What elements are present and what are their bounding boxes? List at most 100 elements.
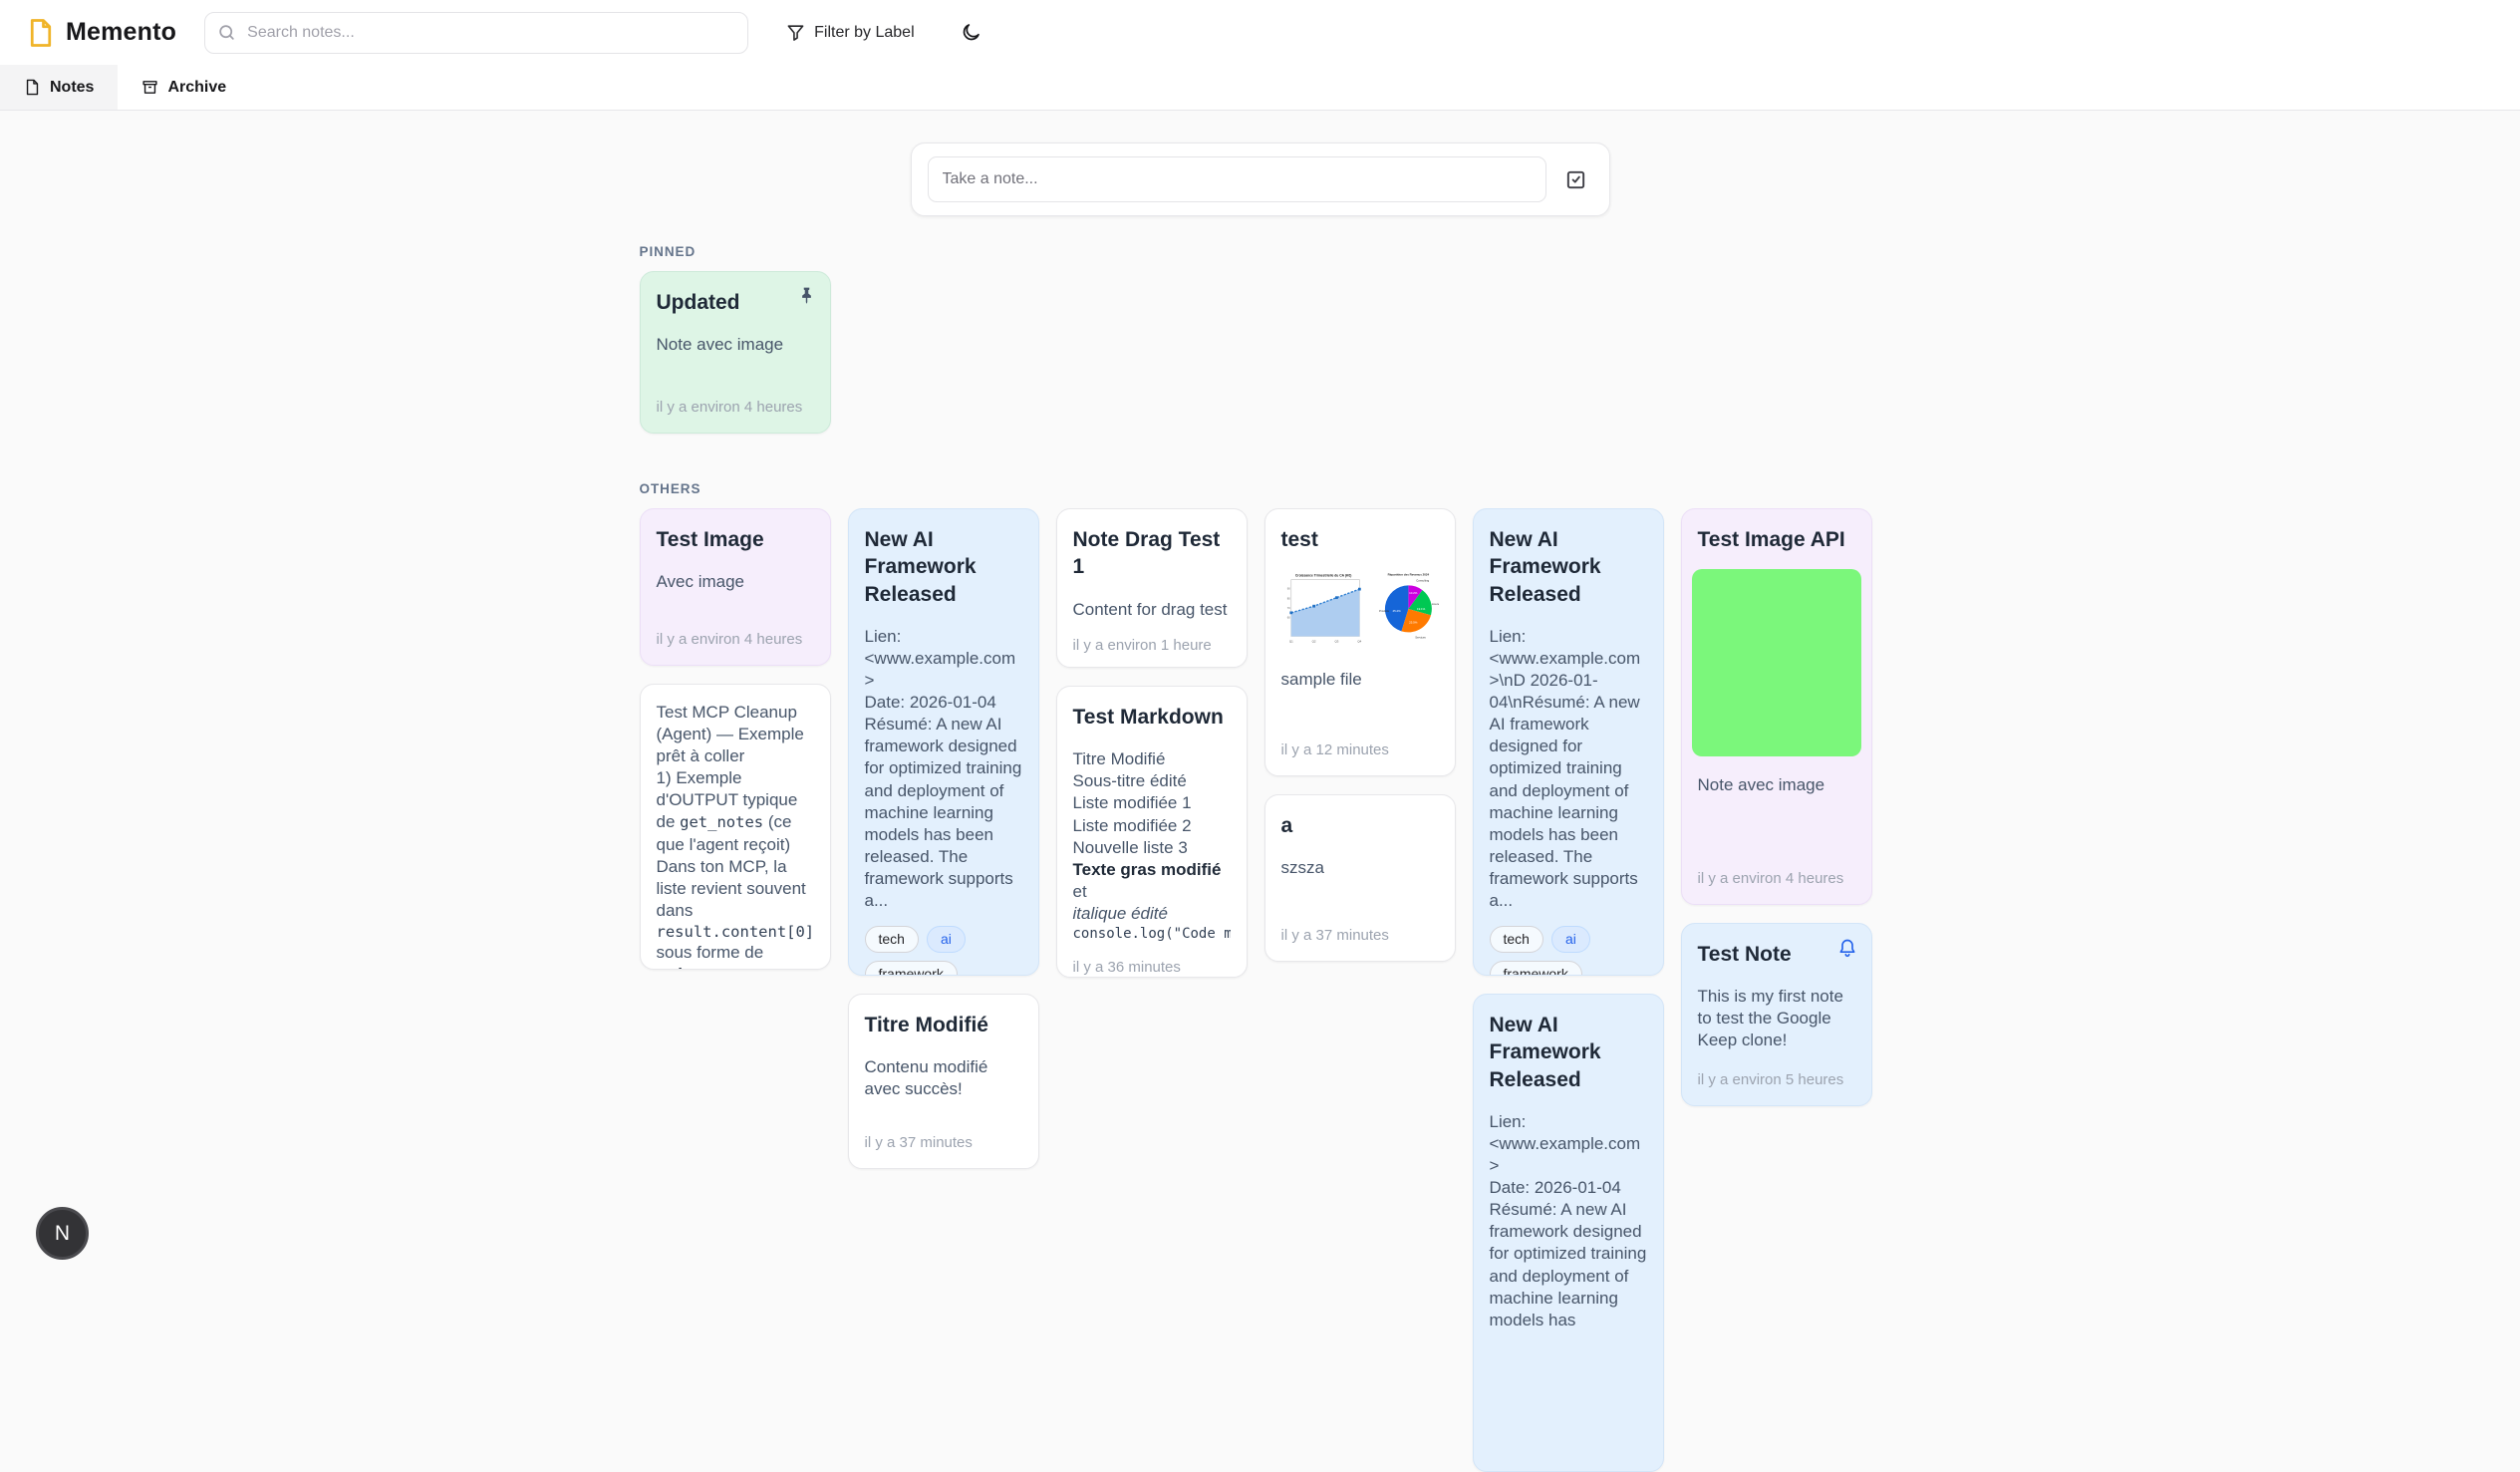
reminder-button[interactable] xyxy=(1835,936,1859,960)
note-title: New AI Framework Released xyxy=(865,526,1022,608)
pinned-grid: Updated Note avec image il y a environ 4… xyxy=(640,271,1881,434)
svg-text:45.2%: 45.2% xyxy=(1392,609,1401,613)
note-card-a[interactable]: a szsza il y a 37 minutes xyxy=(1264,794,1456,962)
note-title: Updated xyxy=(657,289,814,316)
note-body: sample file xyxy=(1281,669,1439,691)
tag-ai[interactable]: ai xyxy=(927,926,966,953)
checkbox-icon xyxy=(1564,168,1587,191)
note-card-test-image[interactable]: Test Image Avec image il y a environ 4 h… xyxy=(640,508,831,666)
take-a-note-input[interactable] xyxy=(928,156,1546,202)
svg-text:80: 80 xyxy=(1286,597,1290,601)
others-grid: Test Image Avec image il y a environ 4 h… xyxy=(640,508,1881,1472)
svg-text:Q3: Q3 xyxy=(1334,640,1338,644)
note-card-test-image-api[interactable]: Test Image API Note avec image il y a en… xyxy=(1681,508,1872,905)
tag-tech[interactable]: tech xyxy=(865,926,919,953)
inline-code: console.log("Code mod xyxy=(1073,925,1231,943)
note-timestamp: il y a environ 4 heures xyxy=(1698,854,1855,887)
note-title: test xyxy=(1281,526,1439,553)
note-timestamp: il y a environ 5 heures xyxy=(1698,1055,1855,1088)
tag-list: tech ai framework mlops gpu xyxy=(1490,926,1647,976)
inline-code: get_notes xyxy=(680,813,763,831)
svg-text:Répartition des Revenus 2024: Répartition des Revenus 2024 xyxy=(1387,573,1429,577)
svg-text:90: 90 xyxy=(1286,587,1290,591)
note-card-ai-framework-1[interactable]: New AI Framework Released Lien: <www.exa… xyxy=(848,508,1039,976)
tag-list: tech ai framework mlops gpu xyxy=(865,926,1022,976)
tab-notes[interactable]: Notes xyxy=(0,65,118,110)
note-title: New AI Framework Released xyxy=(1490,526,1647,608)
note-body: Avec image xyxy=(657,571,814,593)
grid-column-2: New AI Framework Released Lien: <www.exa… xyxy=(848,508,1039,1169)
svg-text:70: 70 xyxy=(1286,606,1290,610)
svg-text:Q1: Q1 xyxy=(1288,640,1292,644)
notes-file-icon xyxy=(24,79,41,96)
svg-text:25.5%: 25.5% xyxy=(1409,621,1418,625)
filter-by-label-text: Filter by Label xyxy=(814,24,915,42)
note-body: Note avec image xyxy=(657,334,814,356)
note-body: Lien: <www.example.com> Date: 2026-01-04… xyxy=(865,626,1022,912)
note-card-mcp-cleanup[interactable]: Test MCP Cleanup (Agent) — Exemple prêt … xyxy=(640,684,831,970)
avatar-initial: N xyxy=(55,1222,70,1246)
dark-mode-toggle[interactable] xyxy=(953,14,989,51)
note-card-drag-test[interactable]: Note Drag Test 1 Content for drag test i… xyxy=(1056,508,1248,668)
tab-archive[interactable]: Archive xyxy=(118,65,250,110)
others-section-label: OTHERS xyxy=(640,481,1881,496)
search-input[interactable] xyxy=(245,23,735,43)
tab-archive-label: Archive xyxy=(167,79,226,97)
note-timestamp: il y a 36 minutes xyxy=(1073,943,1231,976)
tag-framework[interactable]: framework xyxy=(865,961,958,976)
search-icon xyxy=(217,23,236,42)
inline-code: result.content[0].tex xyxy=(657,922,814,942)
grid-column-5: New AI Framework Released Lien: <www.exa… xyxy=(1473,508,1664,1472)
tag-tech[interactable]: tech xyxy=(1490,926,1543,953)
note-card-ai-framework-2[interactable]: New AI Framework Released Lien: <www.exa… xyxy=(1473,508,1664,976)
user-avatar[interactable]: N xyxy=(36,1207,89,1260)
svg-text:Produits: Produits xyxy=(1379,609,1390,613)
tab-notes-label: Notes xyxy=(50,79,94,97)
pushpin-icon xyxy=(797,286,816,305)
note-card-updated[interactable]: Updated Note avec image il y a environ 4… xyxy=(640,271,831,434)
note-timestamp: il y a 37 minutes xyxy=(865,1118,1022,1151)
app-logo: Memento xyxy=(26,18,176,48)
note-body: Note avec image xyxy=(1698,774,1855,796)
pie-chart-thumbnail: Répartition des Revenus 2024 10.2% 19.1% 2… xyxy=(1378,569,1439,644)
filter-funnel-icon xyxy=(786,23,805,42)
grid-column-6: Test Image API Note avec image il y a en… xyxy=(1681,508,1872,1106)
note-title: Test Image xyxy=(657,526,814,553)
note-body: Lien: <www.example.com> Date: 2026-01-04… xyxy=(1490,1111,1647,1331)
unpin-button[interactable] xyxy=(795,284,818,307)
note-body: Test MCP Cleanup (Agent) — Exemple prêt … xyxy=(657,702,814,970)
note-title: Titre Modifié xyxy=(865,1012,1022,1038)
search-box[interactable] xyxy=(204,12,748,54)
svg-text:60: 60 xyxy=(1286,616,1290,620)
archive-box-icon xyxy=(141,79,158,96)
note-timestamp: il y a environ 1 heure xyxy=(1073,621,1231,654)
note-card-test-markdown[interactable]: Test Markdown Titre Modifié Sous-titre é… xyxy=(1056,686,1248,978)
note-card-test-charts[interactable]: test Croissance Trimestrielle du CA (K€) xyxy=(1264,508,1456,776)
tag-ai[interactable]: ai xyxy=(1551,926,1590,953)
app-title: Memento xyxy=(66,18,176,47)
new-checklist-button[interactable] xyxy=(1558,162,1593,197)
grid-column-3: Note Drag Test 1 Content for drag test i… xyxy=(1056,508,1248,978)
pinned-section-label: PINNED xyxy=(640,244,1881,259)
tab-bar: Notes Archive xyxy=(0,65,2520,111)
svg-text:Q4: Q4 xyxy=(1357,640,1361,644)
bell-icon xyxy=(1837,938,1857,958)
note-card-ai-framework-3[interactable]: New AI Framework Released Lien: <www.exa… xyxy=(1473,994,1664,1472)
svg-text:19.1%: 19.1% xyxy=(1417,607,1426,611)
svg-text:Consulting: Consulting xyxy=(1416,579,1429,583)
note-card-titre-modifie[interactable]: Titre Modifié Contenu modifié avec succè… xyxy=(848,994,1039,1169)
svg-text:10.2%: 10.2% xyxy=(1409,592,1418,596)
svg-text:Services: Services xyxy=(1415,636,1426,640)
note-timestamp: il y a 37 minutes xyxy=(1281,911,1439,944)
tag-framework[interactable]: framework xyxy=(1490,961,1582,976)
filter-by-label-button[interactable]: Filter by Label xyxy=(776,15,925,50)
note-title: Note Drag Test 1 xyxy=(1073,526,1231,581)
note-title: Test Markdown xyxy=(1073,704,1231,731)
area-chart-thumbnail: Croissance Trimestrielle du CA (K€) 6070… xyxy=(1281,569,1365,651)
note-composer xyxy=(911,143,1610,216)
note-body: Content for drag test xyxy=(1073,599,1231,621)
note-body: Lien: <www.example.com>\nD 2026-01-04\nR… xyxy=(1490,626,1647,912)
note-timestamp: il y a environ 4 heures xyxy=(657,383,814,416)
note-card-test-note[interactable]: Test Note This is my first note to test … xyxy=(1681,923,1872,1106)
